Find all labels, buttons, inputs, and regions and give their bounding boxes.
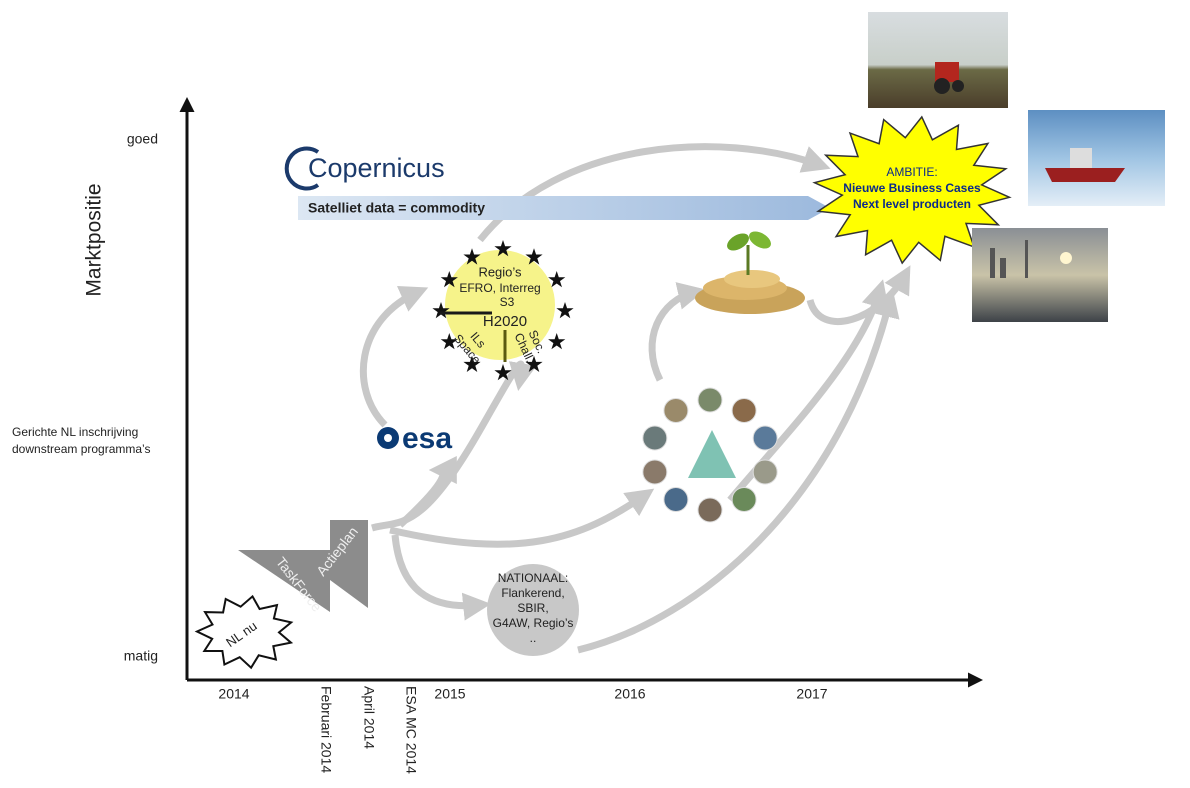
network-node [731, 486, 757, 512]
taskforce-shape [238, 550, 330, 612]
eu-text: S3 [500, 295, 515, 309]
star [548, 333, 566, 350]
star [432, 302, 450, 319]
coins-image [695, 231, 805, 314]
network-image [642, 387, 778, 523]
star [494, 240, 512, 257]
network-node [752, 459, 778, 485]
start-burst [194, 594, 294, 670]
eu-text: Regio’s [478, 264, 522, 279]
esa-logo-mark [384, 434, 392, 442]
network-node [731, 398, 757, 424]
actieplan-shape [280, 520, 368, 608]
copernicus-logo-mark [284, 146, 320, 191]
photo-tractor [868, 12, 1008, 108]
flow-arrows [359, 143, 911, 654]
commodity-banner [298, 196, 830, 220]
star [556, 302, 574, 319]
nationaal-text: SBIR, [517, 601, 548, 615]
copernicus-logo: Copernicus [308, 153, 445, 183]
network-node [642, 459, 668, 485]
ambitie-text: Nieuwe Business Cases [843, 181, 981, 195]
photo-city [972, 228, 1108, 322]
milestone-label: ESA MC 2014 [403, 686, 419, 774]
network-node [697, 387, 723, 413]
eu-text: EFRO, Interreg [459, 281, 540, 295]
network-node [697, 497, 723, 523]
y-label-middle: downstream programma’s [12, 442, 151, 456]
eu-text: H2020 [483, 313, 527, 330]
nationaal-text: .. [530, 631, 537, 645]
eu-circle [445, 250, 555, 360]
nationaal-text: NATIONAAL: [498, 571, 568, 585]
nationaal-text: G4AW, Regio’s [493, 616, 574, 630]
x-label: 2017 [796, 686, 827, 702]
esa-logo: esa [402, 422, 452, 455]
ambitie-text: Next level producten [853, 197, 971, 211]
star [494, 364, 512, 381]
star [440, 271, 458, 288]
milestone-label: Februari 2014 [318, 686, 334, 773]
x-label: 2015 [434, 686, 465, 702]
network-node [752, 425, 778, 451]
photo-ship [1028, 110, 1165, 206]
eu-stars [432, 240, 574, 381]
network-node [663, 398, 689, 424]
y-label-top: goed [127, 131, 158, 147]
ambitie-burst [812, 115, 1012, 265]
milestone-label: April 2014 [361, 686, 377, 749]
star [525, 355, 543, 372]
star [440, 333, 458, 350]
star [525, 248, 543, 265]
y-axis-title: Marktpositie [83, 183, 106, 296]
star [463, 355, 481, 372]
network-node [663, 486, 689, 512]
star [548, 271, 566, 288]
banner-text: Satelliet data = commodity [308, 200, 485, 216]
x-label: 2014 [218, 686, 249, 702]
y-label-middle: Gerichte NL inschrijving [12, 425, 138, 439]
nationaal-circle [487, 564, 579, 656]
star [463, 248, 481, 265]
network-node [642, 425, 668, 451]
ambitie-text: AMBITIE: [886, 165, 937, 179]
nationaal-text: Flankerend, [501, 586, 564, 600]
x-label: 2016 [614, 686, 645, 702]
y-label-bottom: matig [124, 648, 158, 664]
